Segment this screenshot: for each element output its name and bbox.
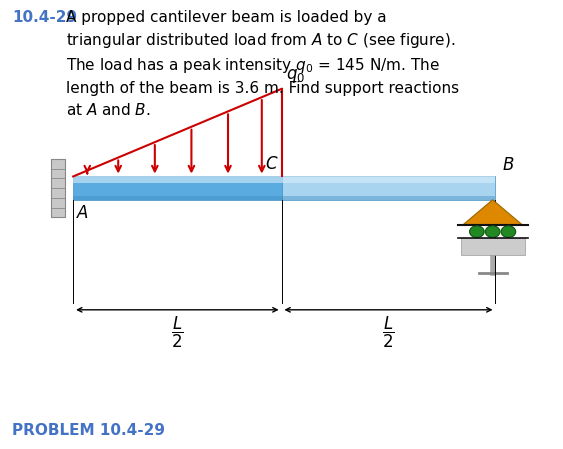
Text: A propped cantilever beam is loaded by a
triangular distributed load from $A$ to: A propped cantilever beam is loaded by a… bbox=[66, 10, 459, 118]
Polygon shape bbox=[73, 176, 282, 200]
Text: $q_0$: $q_0$ bbox=[286, 67, 305, 85]
Polygon shape bbox=[282, 176, 495, 200]
Polygon shape bbox=[73, 176, 495, 183]
Polygon shape bbox=[461, 238, 525, 255]
Text: PROBLEM 10.4-29: PROBLEM 10.4-29 bbox=[12, 423, 166, 438]
Polygon shape bbox=[463, 200, 522, 224]
Circle shape bbox=[501, 226, 516, 238]
Text: $A$: $A$ bbox=[76, 204, 89, 222]
Polygon shape bbox=[73, 196, 495, 200]
Text: 10.4-29: 10.4-29 bbox=[12, 10, 78, 25]
Text: $B$: $B$ bbox=[502, 156, 515, 174]
Text: $\dfrac{L}{2}$: $\dfrac{L}{2}$ bbox=[171, 315, 184, 350]
Circle shape bbox=[485, 226, 500, 238]
Text: $\dfrac{L}{2}$: $\dfrac{L}{2}$ bbox=[382, 315, 395, 350]
Circle shape bbox=[470, 226, 484, 238]
Text: $C$: $C$ bbox=[265, 155, 279, 173]
Polygon shape bbox=[51, 159, 65, 217]
